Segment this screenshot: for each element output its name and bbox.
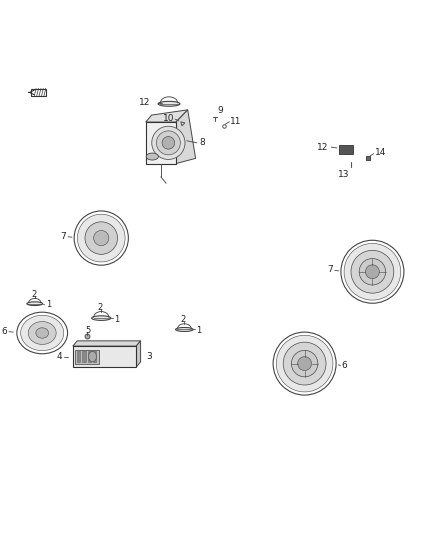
Ellipse shape bbox=[21, 316, 64, 351]
Circle shape bbox=[365, 265, 379, 279]
Text: 1: 1 bbox=[196, 326, 201, 335]
Bar bbox=[93, 351, 96, 362]
Text: 11: 11 bbox=[230, 117, 242, 126]
Circle shape bbox=[283, 342, 326, 385]
Text: 6: 6 bbox=[1, 327, 7, 336]
Ellipse shape bbox=[146, 153, 159, 160]
Bar bbox=[88, 351, 91, 362]
Text: 10: 10 bbox=[163, 114, 174, 123]
Polygon shape bbox=[176, 110, 196, 164]
Circle shape bbox=[94, 230, 109, 246]
Bar bbox=[74, 350, 99, 364]
Text: 1: 1 bbox=[46, 301, 51, 310]
Text: 1: 1 bbox=[114, 316, 120, 325]
Polygon shape bbox=[73, 341, 141, 346]
Text: 13: 13 bbox=[338, 170, 350, 179]
Circle shape bbox=[162, 136, 175, 149]
Polygon shape bbox=[136, 341, 141, 367]
Circle shape bbox=[291, 350, 318, 377]
Bar bbox=[77, 351, 80, 362]
Ellipse shape bbox=[92, 316, 111, 320]
Circle shape bbox=[351, 251, 394, 293]
Text: 2: 2 bbox=[98, 303, 103, 312]
Bar bbox=[339, 145, 353, 154]
Polygon shape bbox=[146, 122, 176, 164]
Ellipse shape bbox=[176, 327, 193, 332]
Text: 12: 12 bbox=[139, 98, 151, 107]
Ellipse shape bbox=[158, 101, 180, 106]
Text: 9: 9 bbox=[217, 106, 223, 115]
Text: 2: 2 bbox=[31, 289, 36, 298]
Circle shape bbox=[85, 222, 117, 254]
Text: 7: 7 bbox=[60, 232, 66, 241]
Ellipse shape bbox=[88, 351, 96, 362]
Text: 12: 12 bbox=[317, 143, 328, 151]
Ellipse shape bbox=[27, 302, 42, 305]
Text: 3: 3 bbox=[146, 352, 152, 361]
Text: 6: 6 bbox=[341, 361, 347, 370]
Circle shape bbox=[78, 214, 125, 262]
Ellipse shape bbox=[28, 321, 56, 344]
Circle shape bbox=[276, 335, 333, 392]
Bar bbox=[82, 351, 85, 362]
Circle shape bbox=[152, 126, 185, 159]
Circle shape bbox=[156, 131, 180, 155]
Bar bbox=[73, 346, 136, 367]
Text: 4: 4 bbox=[56, 352, 62, 361]
Circle shape bbox=[344, 244, 401, 300]
Text: 14: 14 bbox=[374, 148, 386, 157]
Text: 7: 7 bbox=[327, 265, 333, 274]
Circle shape bbox=[359, 259, 385, 285]
Polygon shape bbox=[146, 110, 188, 122]
Ellipse shape bbox=[36, 328, 49, 338]
Circle shape bbox=[298, 357, 311, 370]
Text: 8: 8 bbox=[199, 139, 205, 147]
Text: 2: 2 bbox=[181, 316, 186, 325]
Text: 5: 5 bbox=[85, 326, 91, 335]
